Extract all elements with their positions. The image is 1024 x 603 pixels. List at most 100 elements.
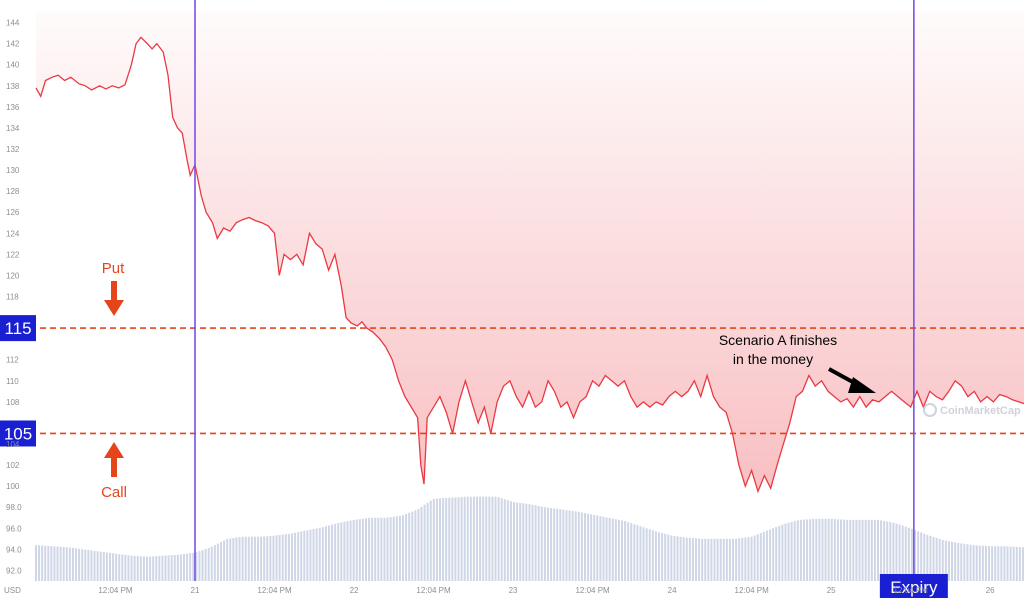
volume-bar: [889, 522, 892, 581]
volume-bar: [454, 497, 457, 581]
volume-bar: [620, 520, 623, 581]
x-tick-label: 12:04 PM: [98, 586, 133, 595]
y-tick-label: 96.0: [6, 524, 22, 533]
x-tick-label: 21: [191, 586, 200, 595]
volume-bar: [861, 519, 864, 581]
volume-bar: [784, 523, 787, 581]
y-tick-label: 104: [6, 440, 20, 449]
volume-bar: [929, 535, 932, 581]
volume-bar: [78, 548, 81, 581]
volume-bar: [923, 533, 926, 581]
volume-bar: [880, 520, 883, 581]
volume-bar: [802, 519, 805, 581]
volume-bar: [997, 546, 1000, 581]
volume-bar: [229, 538, 232, 581]
volume-bar: [876, 519, 879, 581]
volume-bar: [895, 523, 898, 581]
volume-bar: [994, 546, 997, 581]
volume-bar: [849, 519, 852, 581]
volume-bar: [759, 533, 762, 581]
y-tick-label: 128: [6, 187, 20, 196]
volume-bar: [639, 526, 642, 581]
scenario-arrow-icon: [828, 367, 876, 393]
volume-bar: [485, 496, 488, 581]
volume-bar: [920, 532, 923, 581]
volume-bar: [525, 503, 528, 581]
volume-bar: [266, 536, 269, 581]
volume-bar: [947, 541, 950, 581]
volume-bar: [590, 514, 593, 581]
volume-bar: [1012, 546, 1015, 581]
volume-bar: [941, 539, 944, 581]
volume-bar: [796, 520, 799, 581]
volume-bar: [167, 555, 170, 581]
volume-bar: [466, 496, 469, 581]
volume-bar: [442, 498, 445, 581]
volume-bar: [765, 530, 768, 581]
volume-bar: [417, 508, 420, 581]
volume-bar: [599, 516, 602, 581]
volume-bar: [102, 552, 105, 581]
volume-bar: [670, 535, 673, 581]
y-tick-label: 118: [6, 293, 19, 302]
volume-bar: [540, 506, 543, 581]
y-tick-label: 110: [6, 377, 19, 386]
volume-bar: [654, 531, 657, 581]
volume-bar: [192, 552, 195, 581]
price-area-fill: [35, 12, 1024, 492]
volume-bar: [260, 536, 263, 581]
volume-bar: [827, 518, 830, 581]
volume-bar: [750, 536, 753, 581]
volume-bar: [476, 496, 479, 581]
volume-bar: [790, 521, 793, 581]
volume-bar: [559, 509, 562, 581]
volume-bar: [257, 536, 260, 581]
volume-bar: [364, 518, 367, 581]
volume-bar: [303, 530, 306, 581]
volume-bar: [873, 519, 876, 581]
volume-bar: [497, 497, 500, 581]
volume-bar: [593, 514, 596, 581]
volume-bar: [608, 518, 611, 581]
y-tick-label: 100: [6, 482, 20, 491]
annotations: Put Call Scenario A finishes in the mone…: [101, 260, 1021, 501]
x-tick-label: 12:04 PM: [257, 586, 292, 595]
y-tick-label: 102: [6, 461, 20, 470]
volume-bar: [318, 527, 321, 581]
volume-bar: [395, 516, 398, 581]
volume-bar: [568, 510, 571, 581]
call-label: Call: [101, 484, 127, 501]
y-tick-label: 136: [6, 103, 20, 112]
volume-bar: [651, 530, 654, 581]
volume-bar: [710, 538, 713, 581]
volume-bar: [50, 546, 53, 581]
watermark-text: CoinMarketCap: [940, 405, 1021, 417]
volume-bar: [90, 550, 93, 581]
volume-bar: [411, 511, 414, 581]
volume-bar: [901, 525, 904, 581]
volume-bar: [778, 525, 781, 581]
volume-bar: [488, 496, 491, 581]
volume-bar: [679, 536, 682, 581]
volume-bar: [284, 534, 287, 581]
y-tick-label: 140: [6, 61, 20, 70]
volume-bar: [479, 496, 482, 581]
volume-bar: [704, 538, 707, 581]
volume-bar: [244, 536, 247, 581]
x-tick-label: 23: [509, 586, 518, 595]
volume-bar: [988, 546, 991, 581]
volume-bar: [105, 552, 108, 581]
volume-bar: [732, 538, 735, 581]
volume-bar: [331, 524, 334, 581]
volume-bar: [451, 497, 454, 581]
volume-bar: [371, 517, 374, 581]
volume-bar: [121, 554, 124, 581]
volume-bar: [713, 538, 716, 581]
volume-bar: [112, 553, 115, 581]
expiry-label-box: [879, 574, 948, 598]
volume-bar: [799, 519, 802, 581]
volume-bar: [124, 554, 127, 581]
volume-bar: [806, 519, 809, 581]
